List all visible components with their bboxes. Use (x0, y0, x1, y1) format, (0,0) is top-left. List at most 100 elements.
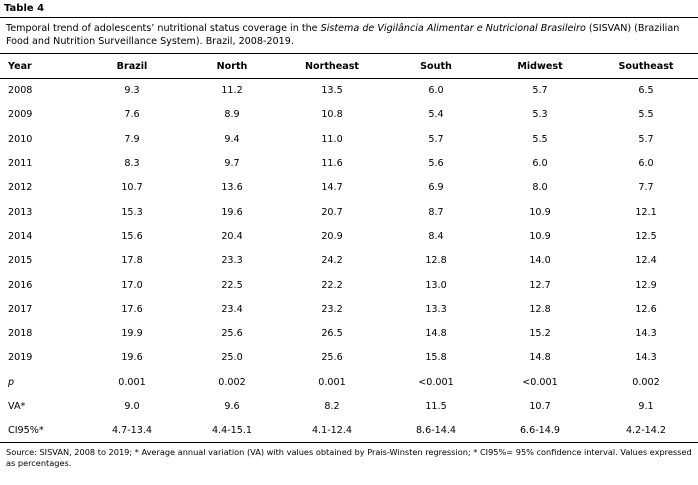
table-label: Table 4 (0, 0, 698, 18)
table-cell: 25.6 (221, 328, 243, 340)
table-row: 2016 17.0 22.5 22.2 13.0 12.7 12.9 (0, 273, 698, 297)
table-cell: 19.6 (121, 352, 143, 364)
row-label: 2012 (8, 182, 33, 194)
table-row: p 0.001 0.002 0.001 <0.001 <0.001 0.002 (0, 370, 698, 394)
table-cell: 20.4 (221, 230, 243, 242)
table-cell: 11.2 (221, 85, 243, 97)
table-cell: 24.2 (321, 255, 343, 267)
row-label: 2011 (8, 158, 33, 170)
caption-italic-text: Sistema de Vigilância Alimentar e Nutric… (320, 23, 586, 34)
table-body: 2008 9.3 11.2 13.5 6.0 5.7 6.5 2009 7.6 8.9 10.8 5.… (0, 79, 698, 444)
caption-text-end: (SISVAN) (Brazilian Food and Nutrition S… (6, 23, 680, 47)
table-cell: 11.6 (321, 158, 343, 170)
table-cell: 4.1-12.4 (278, 418, 386, 444)
table-cell: 10.9 (529, 230, 551, 242)
table-cell: 12.7 (529, 279, 551, 291)
row-label: 2019 (8, 352, 33, 364)
table-cell: 5.5 (638, 109, 654, 121)
table-cell: 12.5 (635, 230, 657, 242)
table-cell: 9.6 (224, 401, 240, 412)
table-cell: 6.0 (428, 85, 444, 97)
table-cell: 25.6 (321, 352, 343, 364)
row-label: p (8, 376, 15, 388)
table-cell: 8.7 (428, 206, 444, 218)
row-label: 2017 (8, 303, 33, 315)
table-cell: 15.3 (121, 206, 143, 218)
table-cell: 8.2 (324, 401, 340, 412)
table-cell: 15.8 (425, 352, 447, 364)
table-row: CI95%* 4.7-13.4 4.4-15.1 4.1-12.4 8.6-14.4 6.… (0, 418, 698, 444)
table-cell: 9.4 (224, 133, 240, 145)
row-label: 2013 (8, 206, 33, 218)
table-cell: 15.2 (529, 328, 551, 340)
table-cell: 14.8 (425, 328, 447, 340)
row-label: CI95%* (0, 418, 78, 444)
table-cell: 6.9 (428, 182, 444, 194)
table-cell: 5.5 (532, 133, 548, 145)
table-cell: 19.9 (121, 328, 143, 340)
table-row: VA* 9.0 9.6 8.2 11.5 10.7 9.1 (0, 394, 698, 418)
column-header: Brazil (78, 53, 186, 79)
row-label: VA* (8, 401, 26, 412)
column-header: South (386, 53, 486, 79)
row-label: 2014 (8, 230, 33, 242)
table-cell: 22.2 (321, 279, 343, 291)
table-cell: 4.7-13.4 (78, 418, 186, 444)
row-label: 2008 (8, 85, 33, 97)
table-cell: 10.9 (529, 206, 551, 218)
table-cell: 11.0 (321, 133, 343, 145)
table-cell: 25.0 (221, 352, 243, 364)
table-cell: 12.9 (635, 279, 657, 291)
table-cell: 12.6 (635, 303, 657, 315)
table-cell: 13.3 (425, 303, 447, 315)
table-row: 2008 9.3 11.2 13.5 6.0 5.7 6.5 (0, 79, 698, 103)
table-row: 2015 17.8 23.3 24.2 12.8 14.0 12.4 (0, 249, 698, 273)
header-row: Year Brazil North Northeast South Midwest Sout… (0, 53, 698, 79)
table-cell: 4.2-14.2 (594, 418, 698, 444)
table-row: 2009 7.6 8.9 10.8 5.4 5.3 5.5 (0, 103, 698, 127)
table-cell: 14.7 (321, 182, 343, 194)
table-cell: 12.8 (529, 303, 551, 315)
table-cell: 14.0 (529, 255, 551, 267)
table-cell: 5.4 (428, 109, 444, 121)
table-cell: 8.0 (532, 182, 548, 194)
table-row: 2019 19.6 25.0 25.6 15.8 14.8 14.3 (0, 346, 698, 370)
table-cell: 12.4 (635, 255, 657, 267)
table-cell: 10.7 (121, 182, 143, 194)
table-cell: 12.8 (425, 255, 447, 267)
table-cell: 17.0 (121, 279, 143, 291)
table-cell: 17.8 (121, 255, 143, 267)
table-cell: 22.5 (221, 279, 243, 291)
table-cell: 7.9 (124, 133, 140, 145)
table-cell: 14.3 (635, 352, 657, 364)
table-cell: 20.9 (321, 230, 343, 242)
table-row: 2012 10.7 13.6 14.7 6.9 8.0 7.7 (0, 176, 698, 200)
table-cell: 19.6 (221, 206, 243, 218)
row-label: 2018 (8, 328, 33, 340)
table-cell: 7.6 (124, 109, 140, 121)
table-cell: 17.6 (121, 303, 143, 315)
row-label: 2015 (8, 255, 33, 267)
table-cell: 13.0 (425, 279, 447, 291)
column-header: Northeast (278, 53, 386, 79)
table-cell: 0.001 (318, 376, 346, 388)
table-cell: 5.6 (428, 158, 444, 170)
table-cell: 23.3 (221, 255, 243, 267)
table-cell: 9.1 (638, 401, 654, 412)
table-cell: 14.3 (635, 328, 657, 340)
table-cell: 14.8 (529, 352, 551, 364)
table-cell: 8.6-14.4 (386, 418, 486, 444)
data-table: Year Brazil North Northeast South Midwest Sout… (0, 53, 698, 444)
row-label: 2016 (8, 279, 33, 291)
table-cell: 6.0 (638, 158, 654, 170)
table-cell: 5.7 (532, 85, 548, 97)
table-row: 2013 15.3 19.6 20.7 8.7 10.9 12.1 (0, 200, 698, 224)
table-cell: <0.001 (418, 376, 454, 388)
table-cell: 23.4 (221, 303, 243, 315)
table-cell: 20.7 (321, 206, 343, 218)
table-cell: 0.001 (118, 376, 146, 388)
table-cell: 9.3 (124, 85, 140, 97)
column-header: North (186, 53, 278, 79)
table-cell: 11.5 (425, 401, 447, 412)
